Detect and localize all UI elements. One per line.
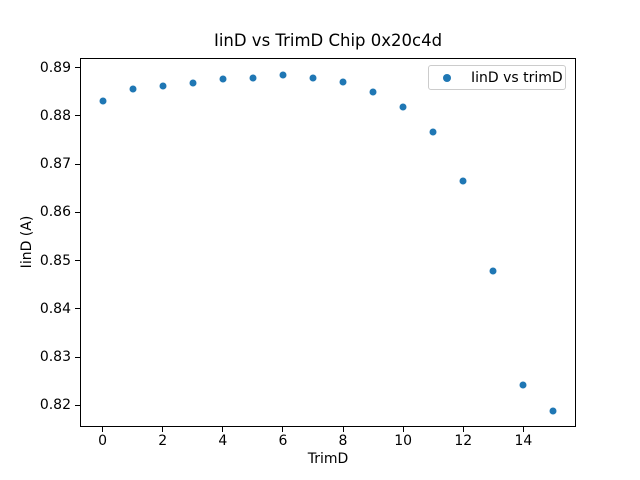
y-axis-label: IinD (A) [19,215,35,269]
y-tick-mark [75,67,80,69]
scatter-point [459,177,467,185]
x-tick-mark [462,427,464,432]
legend-label: IinD vs trimD [471,69,563,86]
legend-marker-icon [443,73,451,82]
x-tick-mark [342,427,344,432]
x-tick-label: 6 [278,433,288,449]
x-tick-label: 10 [394,433,413,449]
x-tick-label: 0 [98,433,107,449]
y-tick-label: 0.84 [39,300,71,317]
y-tick-label: 0.83 [39,349,71,366]
x-axis-label: TrimD [307,451,349,467]
scatter-point [189,79,197,87]
x-tick-label: 12 [454,433,473,449]
plot-area: IinD vs trimD 0 2 4 6 8 10 12 14 0.82 0.83 0.84 0.8… [40,58,576,449]
scatter-point [519,381,527,389]
y-tick-mark [75,211,80,213]
y-tick-label: 0.87 [39,156,71,173]
scatter-point [369,88,377,96]
x-tick-label: 8 [338,433,348,449]
y-tick-label: 0.86 [39,204,71,221]
y-tick-mark [75,115,80,117]
y-tick-mark [75,308,80,310]
y-tick-label: 0.85 [39,252,71,269]
x-tick-mark [162,427,164,432]
y-tick-mark [75,163,80,165]
scatter-point [249,74,257,82]
axes-frame [80,58,576,427]
x-tick-label: 2 [158,433,168,449]
x-tick-mark [102,427,104,432]
scatter-point [309,74,317,82]
scatter-point [339,78,347,86]
scatter-point [429,128,437,136]
scatter-point [279,71,287,79]
chart-title: IinD vs TrimD Chip 0x20c4d [213,31,443,50]
y-tick-mark [75,404,80,406]
x-tick-mark [222,427,224,432]
x-tick-mark [282,427,284,432]
y-tick-mark [75,356,80,358]
x-tick-mark [402,427,404,432]
scatter-point [549,407,557,415]
scatter-point [489,267,497,275]
x-tick-label: 14 [514,433,533,449]
x-tick-label: 4 [218,433,228,449]
scatter-point [99,97,107,105]
y-tick-label: 0.82 [39,397,71,414]
scatter-point [129,85,137,93]
y-tick-label: 0.89 [39,59,71,76]
x-tick-mark [522,427,524,432]
y-tick-mark [75,260,80,262]
scatter-point [399,103,407,111]
legend: IinD vs trimD [428,65,566,90]
scatter-point [159,82,167,90]
y-tick-label: 0.88 [39,107,71,124]
scatter-point [219,75,227,83]
